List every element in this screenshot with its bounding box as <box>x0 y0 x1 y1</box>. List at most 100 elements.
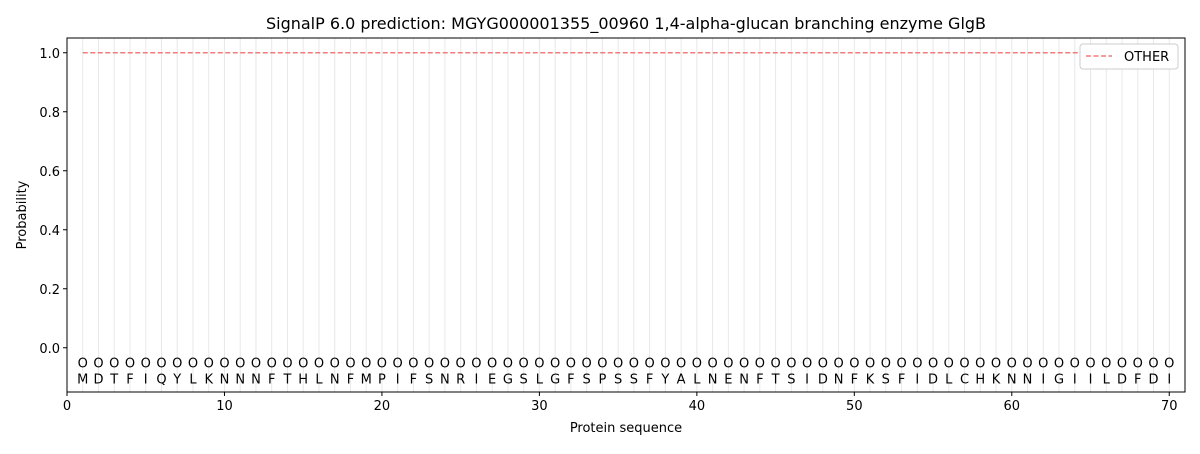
residue-marker: O <box>1133 357 1143 372</box>
residue-letter: T <box>109 373 118 388</box>
residue-marker: O <box>219 357 229 372</box>
residue-letter: F <box>347 373 354 388</box>
residue-letter: N <box>708 373 718 388</box>
residue-letter: I <box>1041 373 1045 388</box>
residue-marker: O <box>471 357 481 372</box>
residue-letter: F <box>898 373 905 388</box>
residue-letter: N <box>251 373 261 388</box>
residue-letter: L <box>945 373 953 388</box>
residue-letter: I <box>144 373 148 388</box>
residue-letter: Y <box>172 373 181 388</box>
residue-letter: N <box>220 373 230 388</box>
residue-letter: D <box>1148 373 1158 388</box>
residue-marker: O <box>692 357 702 372</box>
residue-letter: K <box>866 373 875 388</box>
residue-marker: O <box>125 357 135 372</box>
residue-letter: I <box>1089 373 1093 388</box>
residue-letter: G <box>1054 373 1064 388</box>
residue-marker: O <box>818 357 828 372</box>
y-axis-label: Probability <box>15 180 30 249</box>
residue-marker: O <box>424 357 434 372</box>
residue-marker: O <box>613 357 623 372</box>
residue-marker: O <box>1054 357 1064 372</box>
residue-marker: O <box>865 357 875 372</box>
residue-marker: O <box>975 357 985 372</box>
residue-letter: F <box>268 373 275 388</box>
y-tick-label: 0.8 <box>39 106 60 121</box>
residue-letter: I <box>1167 373 1171 388</box>
residue-letter: L <box>1103 373 1111 388</box>
residue-marker: O <box>267 357 277 372</box>
residue-marker: O <box>550 357 560 372</box>
residue-marker: O <box>849 357 859 372</box>
residue-letter: F <box>567 373 574 388</box>
residue-marker: O <box>881 357 891 372</box>
residue-marker: O <box>1085 357 1095 372</box>
residue-letter: Q <box>156 373 166 388</box>
residue-letter: T <box>282 373 291 388</box>
residue-marker: O <box>251 357 261 372</box>
residue-marker: O <box>408 357 418 372</box>
residue-marker: O <box>896 357 906 372</box>
residue-letter: F <box>126 373 133 388</box>
residue-letter: N <box>834 373 844 388</box>
residue-marker: O <box>440 357 450 372</box>
residue-marker: O <box>503 357 513 372</box>
residue-letter: Y <box>660 373 669 388</box>
residue-marker: O <box>156 357 166 372</box>
residue-marker: O <box>188 357 198 372</box>
x-tick-label: 10 <box>216 399 233 414</box>
residue-letter: K <box>992 373 1001 388</box>
y-tick-label: 0.2 <box>39 283 60 298</box>
residue-letter: D <box>93 373 103 388</box>
x-tick-label: 70 <box>1161 399 1178 414</box>
residue-letter: F <box>410 373 417 388</box>
residue-marker: O <box>1101 357 1111 372</box>
residue-marker: O <box>944 357 954 372</box>
y-tick-label: 0.0 <box>39 342 60 357</box>
residue-letter: F <box>756 373 763 388</box>
residue-marker: O <box>928 357 938 372</box>
residue-marker: O <box>959 357 969 372</box>
residue-letter: P <box>598 373 606 388</box>
residue-letter: I <box>915 373 919 388</box>
residue-marker: O <box>1038 357 1048 372</box>
residue-marker: O <box>707 357 717 372</box>
residue-marker: O <box>298 357 308 372</box>
residue-letter: L <box>189 373 197 388</box>
residue-letter: I <box>474 373 478 388</box>
residue-letter: F <box>851 373 858 388</box>
residue-letter: F <box>646 373 653 388</box>
legend: OTHER <box>1079 43 1179 70</box>
residue-marker: O <box>361 357 371 372</box>
residue-marker: O <box>377 357 387 372</box>
x-tick-label: 60 <box>1004 399 1021 414</box>
residue-marker: O <box>534 357 544 372</box>
x-tick-label: 40 <box>689 399 706 414</box>
residue-letter: F <box>1134 373 1141 388</box>
residue-marker: O <box>833 357 843 372</box>
residue-letter: S <box>583 373 591 388</box>
residue-marker: O <box>78 357 88 372</box>
residue-marker: O <box>1148 357 1158 372</box>
residue-letter: G <box>550 373 560 388</box>
residue-marker: O <box>645 357 655 372</box>
residue-marker: O <box>991 357 1001 372</box>
residue-marker: O <box>770 357 780 372</box>
residue-letter: S <box>425 373 433 388</box>
residue-letter: L <box>536 373 544 388</box>
residue-letter: H <box>298 373 308 388</box>
residue-marker: O <box>141 357 151 372</box>
residue-letter: I <box>396 373 400 388</box>
residue-letter: D <box>928 373 938 388</box>
residue-letter: L <box>315 373 323 388</box>
residue-marker: O <box>330 357 340 372</box>
residue-letter: I <box>805 373 809 388</box>
residue-marker: O <box>786 357 796 372</box>
residue-letter: N <box>235 373 245 388</box>
residue-marker: O <box>739 357 749 372</box>
residue-letter: P <box>378 373 386 388</box>
legend-label-other: OTHER <box>1124 50 1169 65</box>
x-tick-label: 0 <box>63 399 71 414</box>
